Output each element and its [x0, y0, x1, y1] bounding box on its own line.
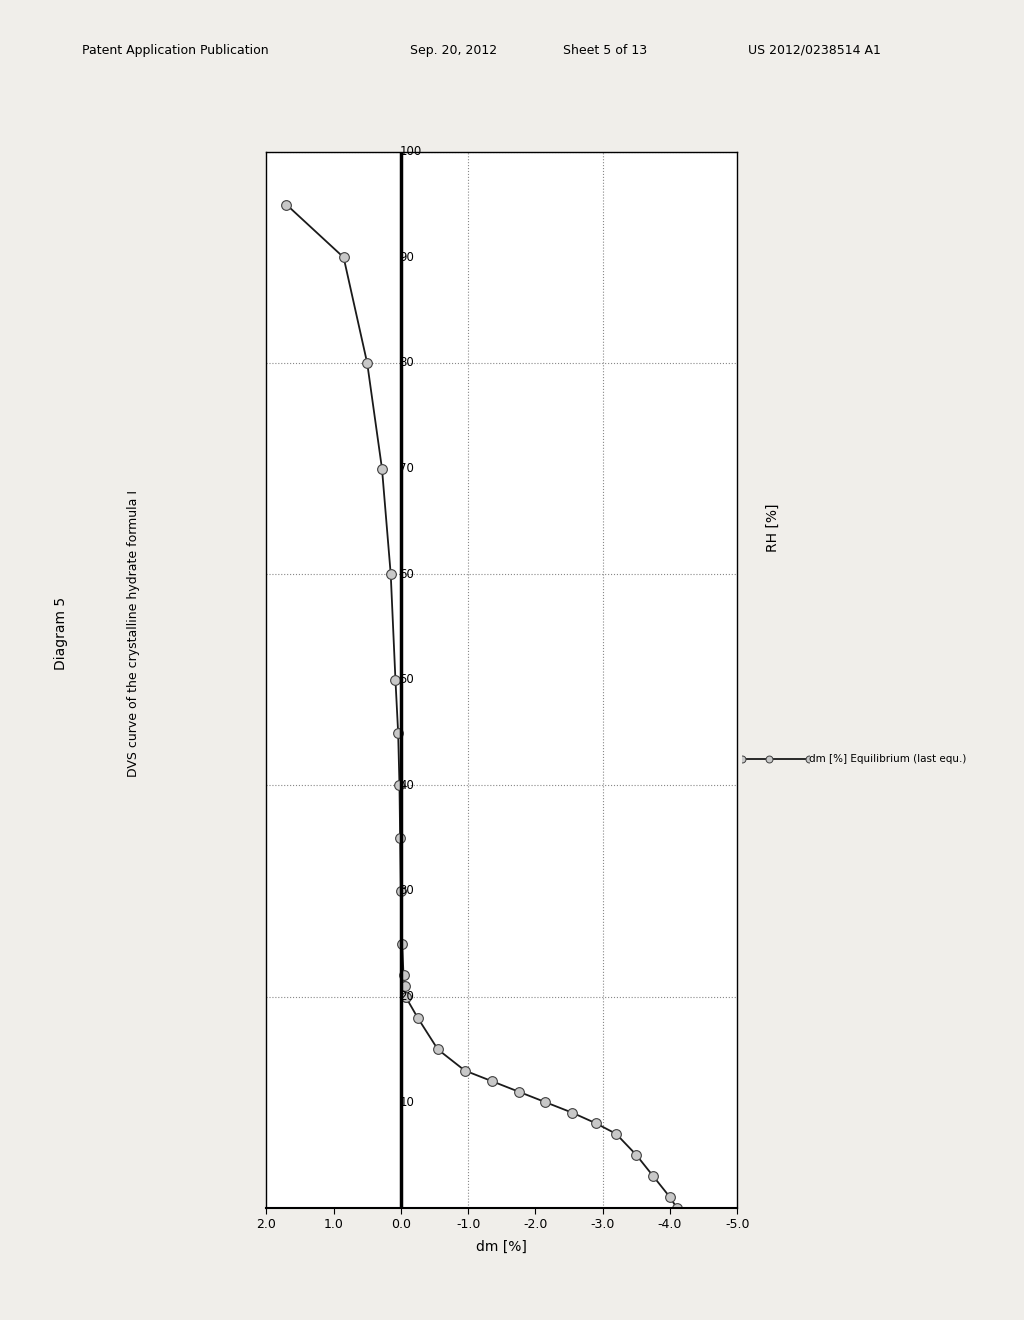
Text: 60: 60: [399, 568, 415, 581]
Text: 40: 40: [399, 779, 415, 792]
Text: Patent Application Publication: Patent Application Publication: [82, 44, 268, 57]
Text: Diagram 5: Diagram 5: [54, 597, 69, 671]
Text: dm [%] Equilibrium (last equ.): dm [%] Equilibrium (last equ.): [809, 754, 967, 764]
Text: 30: 30: [399, 884, 415, 898]
Text: 20: 20: [399, 990, 415, 1003]
Text: US 2012/0238514 A1: US 2012/0238514 A1: [748, 44, 881, 57]
Text: Sheet 5 of 13: Sheet 5 of 13: [563, 44, 647, 57]
Text: 100: 100: [399, 145, 422, 158]
Text: 80: 80: [399, 356, 415, 370]
Text: RH [%]: RH [%]: [766, 504, 780, 552]
Text: 10: 10: [399, 1096, 415, 1109]
Text: DVS curve of the crystalline hydrate formula I: DVS curve of the crystalline hydrate for…: [127, 490, 139, 777]
X-axis label: dm [%]: dm [%]: [476, 1239, 527, 1254]
Text: 90: 90: [399, 251, 415, 264]
Text: 50: 50: [399, 673, 415, 686]
Text: Sep. 20, 2012: Sep. 20, 2012: [410, 44, 497, 57]
Text: 70: 70: [399, 462, 415, 475]
